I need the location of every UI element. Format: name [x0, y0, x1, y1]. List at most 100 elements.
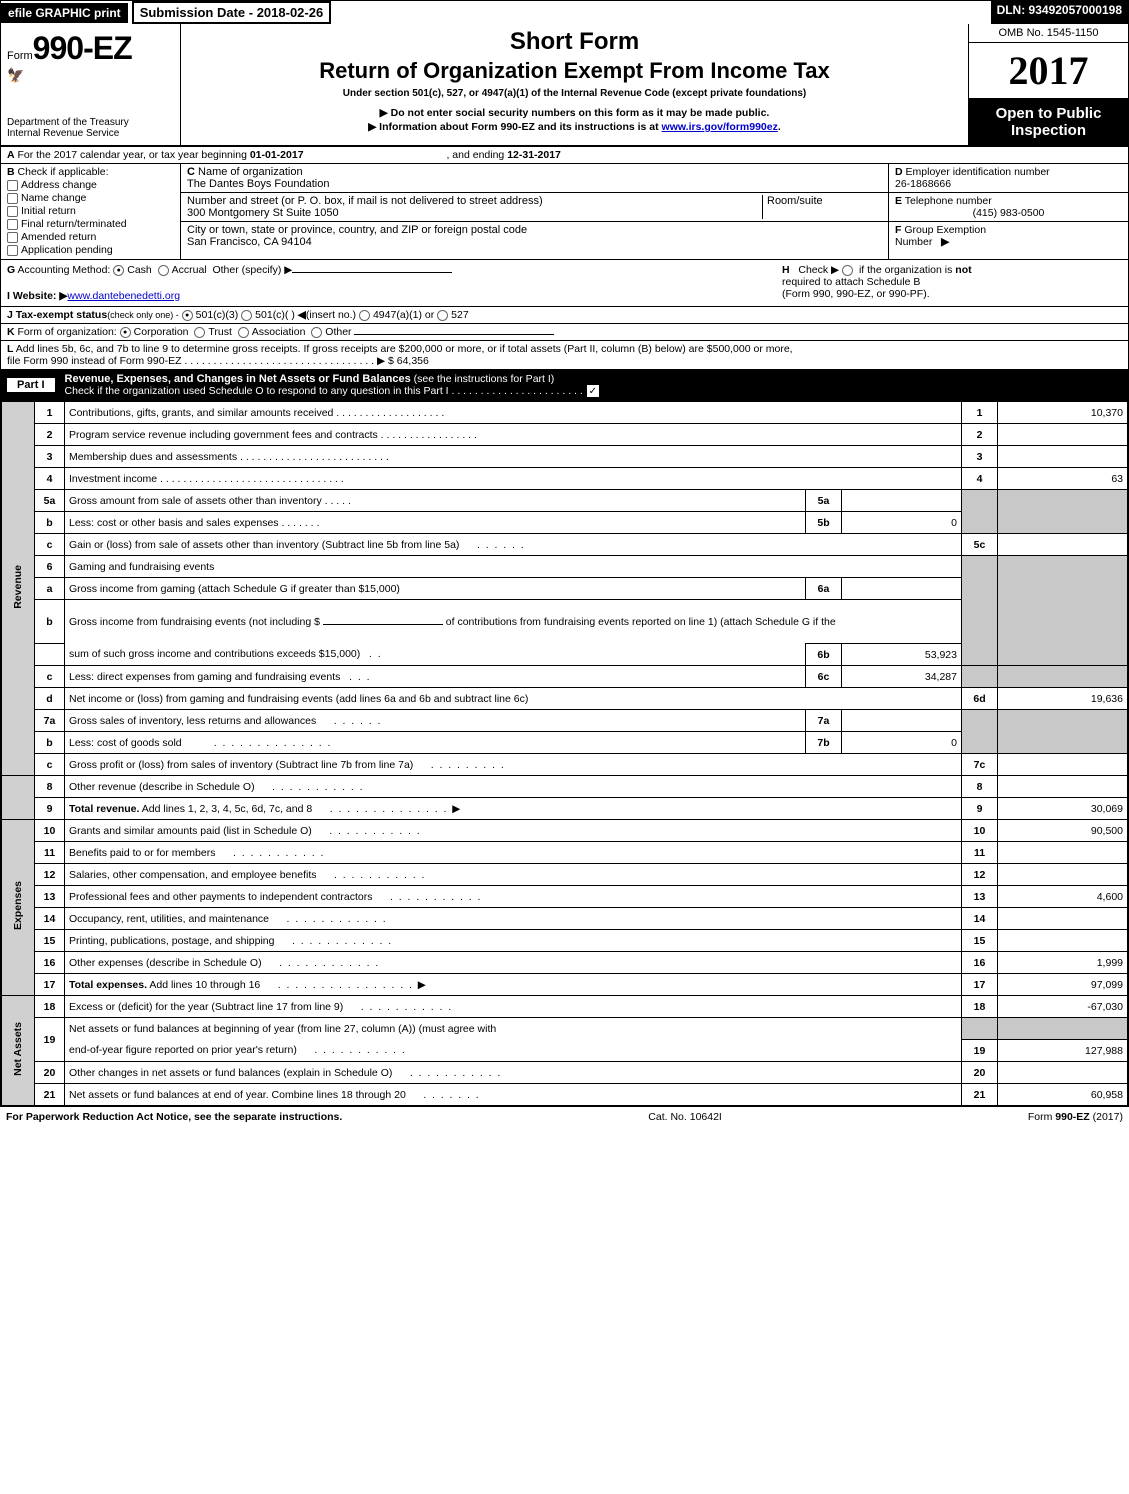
org-address: 300 Montgomery St Suite 1050 — [187, 207, 762, 219]
website-link[interactable]: www.dantebenedetti.org — [67, 290, 180, 302]
line-10-lbl: 10 — [962, 820, 998, 842]
line-7a-subval — [842, 710, 962, 732]
line-15-amt — [998, 930, 1128, 952]
line-14-amt — [998, 908, 1128, 930]
line-5c-amt — [998, 534, 1128, 556]
checkbox-name-change[interactable] — [7, 193, 18, 204]
box-f-arrow-icon: ▶ — [941, 236, 949, 248]
line-9-lbl: 9 — [962, 798, 998, 820]
line-5ab-shade2 — [998, 490, 1128, 534]
line-15-lbl: 15 — [962, 930, 998, 952]
line-11-desc: Benefits paid to or for members . . . . … — [65, 842, 962, 864]
line-14-no: 14 — [35, 908, 65, 930]
radio-4947[interactable] — [359, 310, 370, 321]
box-b-check-if: Check if applicable: — [18, 166, 109, 178]
line-19-shade — [962, 1018, 998, 1040]
line-21-amt: 60,958 — [998, 1084, 1128, 1106]
part-1-title: Revenue, Expenses, and Changes in Net As… — [65, 373, 411, 385]
line-6b-blank[interactable] — [323, 624, 443, 625]
header-right: OMB No. 1545-1150 2017 Open to Public In… — [968, 24, 1128, 145]
open-line2: Inspection — [975, 122, 1122, 139]
radio-corporation[interactable] — [120, 327, 131, 338]
radio-accrual[interactable] — [158, 265, 169, 276]
revenue-cont — [2, 776, 35, 820]
radio-527[interactable] — [437, 310, 448, 321]
radio-501c3[interactable] — [182, 310, 193, 321]
line-8-no: 8 — [35, 776, 65, 798]
row-k-label: K — [7, 326, 15, 338]
row-k-text: Form of organization: — [18, 326, 117, 338]
efile-print-button[interactable]: efile GRAPHIC print — [1, 3, 128, 23]
form-title: Return of Organization Exempt From Incom… — [189, 58, 960, 84]
line-11-amt — [998, 842, 1128, 864]
other-specify-input[interactable] — [292, 272, 452, 273]
net-assets-section-label: Net Assets — [2, 996, 35, 1106]
row-h-label: H — [782, 264, 790, 276]
checkbox-final-return[interactable] — [7, 219, 18, 230]
dln-label: DLN: 93492057000198 — [991, 1, 1128, 24]
form-header: Form990-EZ 🦅 Department of the Treasury … — [1, 24, 1128, 147]
row-h-text4: (Form 990, 990-EZ, or 990-PF). — [782, 288, 1122, 300]
line-6b-sub: 6b — [806, 644, 842, 666]
line-6c-no: c — [35, 666, 65, 688]
line-19-no: 19 — [35, 1018, 65, 1062]
line-5b-no: b — [35, 512, 65, 534]
line-7b-sub: 7b — [806, 732, 842, 754]
line-2-no: 2 — [35, 424, 65, 446]
line-21-desc: Net assets or fund balances at end of ye… — [65, 1084, 962, 1106]
open-to-public: Open to Public Inspection — [969, 99, 1128, 145]
schedule-o-checkbox[interactable]: ✓ — [587, 385, 599, 397]
radio-trust[interactable] — [194, 327, 205, 338]
part-1-header: Part I Revenue, Expenses, and Changes in… — [1, 370, 1128, 401]
tax-year: 2017 — [969, 43, 1128, 99]
line-7c-lbl: 7c — [962, 754, 998, 776]
box-b: B Check if applicable: Address change Na… — [1, 164, 181, 259]
line-7c-desc: Gross profit or (loss) from sales of inv… — [65, 754, 962, 776]
top-bar: efile GRAPHIC print Submission Date - 20… — [1, 1, 1128, 24]
line-6a-sub: 6a — [806, 578, 842, 600]
radio-schedule-b[interactable] — [842, 265, 853, 276]
line-7c-no: c — [35, 754, 65, 776]
line-14-desc: Occupancy, rent, utilities, and maintena… — [65, 908, 962, 930]
line-13-lbl: 13 — [962, 886, 998, 908]
boxes-d-e-f: D Employer identification number 26-1868… — [888, 164, 1128, 259]
line-13-desc: Professional fees and other payments to … — [65, 886, 962, 908]
line-6d-amt: 19,636 — [998, 688, 1128, 710]
row-h-text3: required to attach Schedule B — [782, 276, 1122, 288]
line-2-amt — [998, 424, 1128, 446]
line-6a-no: a — [35, 578, 65, 600]
accrual-label: Accrual — [172, 264, 207, 276]
opt-501c: 501(c)( ) — [255, 309, 295, 321]
line-6a-subval — [842, 578, 962, 600]
line-7a-desc: Gross sales of inventory, less returns a… — [65, 710, 806, 732]
other-org-input[interactable] — [354, 334, 554, 335]
line-16-amt: 1,999 — [998, 952, 1128, 974]
cb-label-0: Address change — [21, 179, 97, 191]
box-c: C Name of organization The Dantes Boys F… — [181, 164, 888, 259]
line-3-desc: Membership dues and assessments . . . . … — [65, 446, 962, 468]
line-1-no: 1 — [35, 402, 65, 424]
line-6b-no: b — [35, 600, 65, 644]
radio-cash[interactable] — [113, 265, 124, 276]
row-j-label: J — [7, 309, 13, 321]
line-17-amt: 97,099 — [998, 974, 1128, 996]
checkbox-initial-return[interactable] — [7, 206, 18, 217]
radio-other-org[interactable] — [311, 327, 322, 338]
line-16-lbl: 16 — [962, 952, 998, 974]
line-7c-amt — [998, 754, 1128, 776]
line-6b-desc: Gross income from fundraising events (no… — [65, 600, 962, 644]
line-2-lbl: 2 — [962, 424, 998, 446]
radio-association[interactable] — [238, 327, 249, 338]
line-5a-no: 5a — [35, 490, 65, 512]
radio-501c[interactable] — [241, 310, 252, 321]
box-f-label: F — [895, 224, 901, 236]
irs-link[interactable]: www.irs.gov/form990ez — [662, 121, 778, 133]
line-5a-subval — [842, 490, 962, 512]
line-9-no: 9 — [35, 798, 65, 820]
line-4-lbl: 4 — [962, 468, 998, 490]
checkbox-amended-return[interactable] — [7, 232, 18, 243]
checkbox-application-pending[interactable] — [7, 245, 18, 256]
line-7b-no: b — [35, 732, 65, 754]
line-5c-desc: Gain or (loss) from sale of assets other… — [65, 534, 962, 556]
checkbox-address-change[interactable] — [7, 180, 18, 191]
